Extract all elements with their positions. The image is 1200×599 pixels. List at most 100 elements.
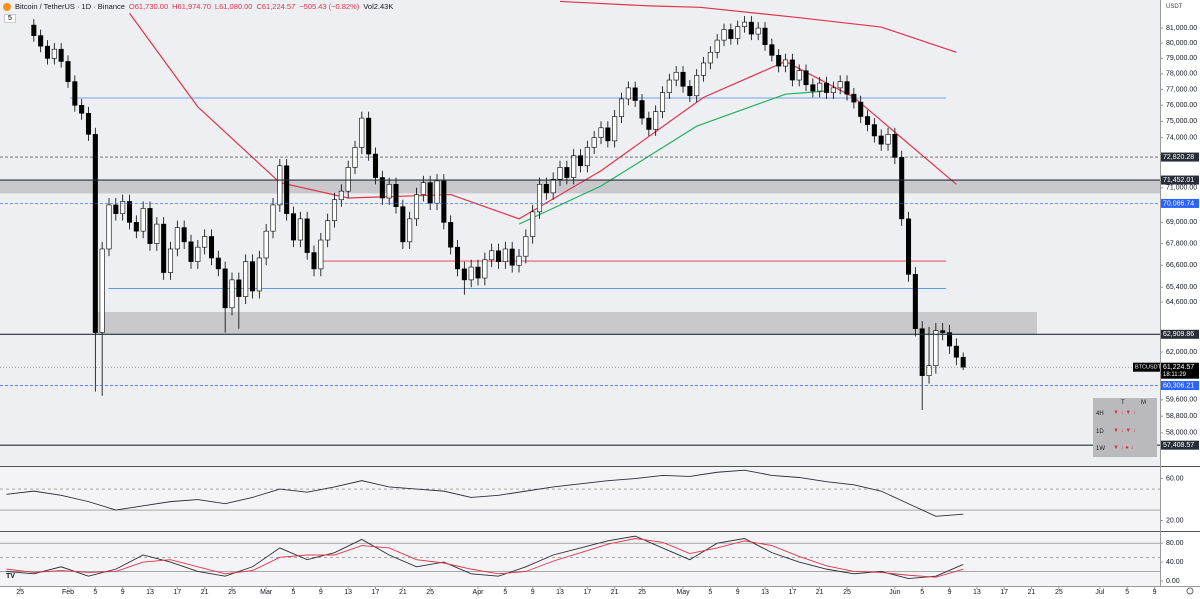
candle-body	[359, 117, 365, 148]
candle-body	[803, 70, 809, 86]
y-tick-label: 81,000.00	[1166, 25, 1197, 32]
candle-body	[482, 259, 488, 279]
legend-value: O61,730.00	[128, 2, 169, 11]
candle-body	[530, 211, 536, 237]
candle-body	[906, 218, 912, 275]
y-tick-label: 58,800.00	[1166, 413, 1197, 420]
candle-body	[933, 330, 939, 367]
y-tick-label: 78,000.00	[1166, 71, 1197, 78]
candle-body	[844, 81, 850, 95]
candle-body	[694, 75, 700, 97]
candle-body	[366, 117, 372, 155]
x-tick-label: Jul	[1095, 589, 1104, 596]
candle-body	[762, 27, 768, 45]
candle-body	[154, 223, 160, 244]
price-level-tag	[1161, 329, 1199, 339]
candle-body	[673, 71, 679, 81]
candle-body	[557, 167, 563, 180]
candle-body	[769, 44, 775, 56]
candle-body	[605, 127, 611, 142]
candle-body	[284, 165, 290, 214]
candle-body	[721, 29, 727, 41]
candle-body	[441, 180, 447, 223]
candle-body	[714, 39, 720, 53]
legend-value: −505.43 (−0.82%)	[299, 2, 360, 11]
candle-body	[331, 199, 338, 221]
legend-value: H61,974.70	[172, 2, 211, 11]
candle-body	[824, 82, 830, 93]
indicator-line	[6, 469, 964, 517]
x-tick-label: 17	[788, 589, 796, 596]
candle-body	[126, 201, 133, 223]
y-tick-label: 75,000.00	[1166, 118, 1197, 125]
candle-body	[386, 184, 392, 199]
axis-unit: USDT	[1166, 4, 1183, 10]
indicator-toggle[interactable]: 5	[4, 14, 16, 23]
y-tick-label: 60.00	[1166, 475, 1184, 482]
signal-icon: ▼ ↓ ▼ ↓	[1113, 428, 1136, 434]
price-level-label: 70,086.74	[1163, 200, 1194, 207]
candle-body	[489, 250, 495, 261]
candle-body	[147, 208, 153, 244]
candle-body	[407, 218, 413, 243]
candle-body	[591, 137, 597, 148]
candle-body	[222, 268, 228, 309]
candle-body	[106, 204, 112, 250]
x-tick-label: 13	[344, 589, 352, 596]
moving-average	[559, 0, 957, 53]
column-header: T	[1121, 400, 1125, 406]
y-tick-label: 66,600.00	[1166, 262, 1197, 269]
candle-body	[789, 59, 795, 81]
candle-body	[618, 98, 625, 117]
indicator-line	[6, 535, 964, 580]
candle-body	[817, 82, 823, 92]
candle-body	[270, 204, 276, 232]
x-tick-label: 21	[201, 589, 209, 596]
candle-body	[598, 127, 604, 138]
candle-body	[393, 184, 399, 207]
candle-body	[400, 206, 406, 243]
x-tick-label: 5	[503, 589, 507, 596]
candle-body	[31, 24, 37, 36]
settings-icon[interactable]	[1186, 587, 1194, 595]
row-header: 1W	[1096, 446, 1105, 452]
x-tick-label: 13	[556, 589, 564, 596]
candle-body	[215, 257, 221, 270]
main-panel-bg	[0, 0, 1160, 466]
candle-body	[311, 252, 317, 270]
y-tick-label: 58,000.00	[1166, 430, 1197, 437]
y-tick-label: 80,000.00	[1166, 40, 1197, 47]
moving-average	[518, 90, 827, 225]
y-tick-label: 65,400.00	[1166, 284, 1197, 291]
last-price-tag	[1161, 362, 1199, 379]
x-tick-label: 5	[708, 589, 712, 596]
x-tick-label: 25	[638, 589, 646, 596]
candle-body	[639, 100, 645, 119]
y-tick-label: 59,600.00	[1166, 397, 1197, 404]
row-header: 1D	[1096, 429, 1104, 435]
y-tick-label: 0.00	[1166, 578, 1180, 585]
candle-body	[509, 248, 515, 266]
candle-body	[947, 332, 953, 347]
legend-value: L61,080.00	[214, 2, 253, 11]
x-tick-label: 5	[93, 589, 97, 596]
candle-body	[755, 27, 761, 35]
candle-body	[133, 222, 139, 232]
price-level-tag	[1161, 175, 1199, 185]
x-tick-label: 5	[920, 589, 924, 596]
x-tick-label: 25	[228, 589, 236, 596]
price-level-label: 60,306.21	[1163, 382, 1194, 389]
candle-body	[448, 222, 454, 248]
candle-body	[249, 261, 256, 292]
candle-body	[263, 230, 269, 259]
price-level-label: 57,408.57	[1163, 442, 1194, 449]
countdown-label: 18:11:29	[1163, 372, 1187, 378]
row-header: 4H	[1096, 411, 1104, 417]
candle-body	[208, 236, 215, 259]
candle-body	[735, 26, 741, 39]
y-tick-label: 74,000.00	[1166, 134, 1197, 141]
candle-body	[899, 157, 905, 220]
y-tick-label: 67,800.00	[1166, 240, 1197, 247]
